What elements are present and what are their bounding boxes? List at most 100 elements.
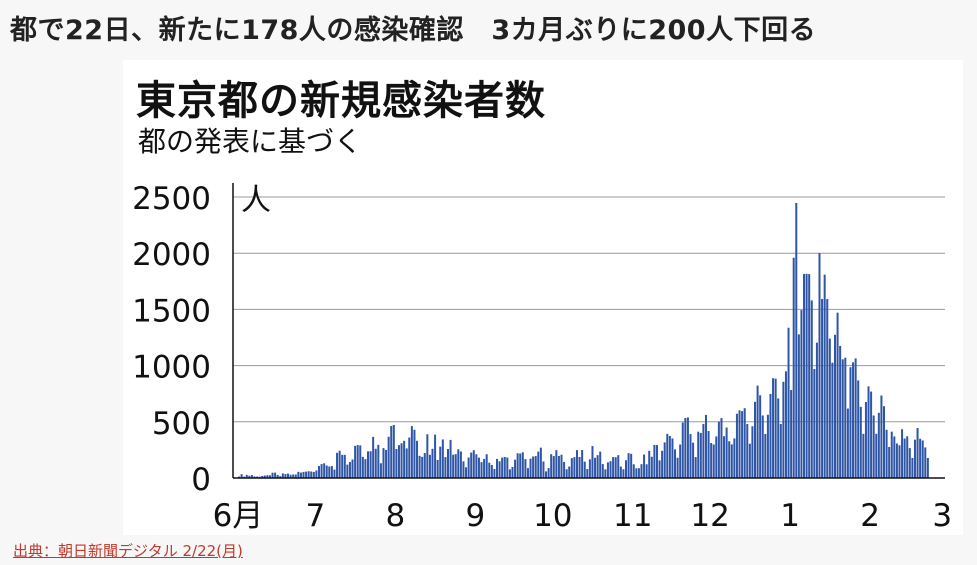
bar — [359, 445, 362, 478]
y-tick-label: 1500 — [132, 293, 211, 329]
bar — [792, 257, 795, 478]
bar — [702, 423, 705, 478]
bar — [810, 300, 813, 478]
bar — [877, 412, 880, 478]
bar — [852, 362, 855, 478]
bar — [751, 426, 754, 478]
bar — [733, 438, 736, 478]
bar — [795, 202, 798, 478]
bar — [648, 450, 651, 478]
bar — [315, 470, 318, 478]
bar — [354, 445, 357, 478]
bar — [916, 427, 919, 478]
bar — [563, 461, 566, 478]
bar — [813, 368, 816, 478]
bar — [374, 448, 377, 478]
bar — [748, 443, 751, 478]
bar — [743, 408, 746, 478]
bar — [619, 466, 622, 478]
bar — [529, 458, 532, 478]
bar — [428, 454, 431, 478]
bar — [741, 411, 744, 478]
bar — [289, 474, 292, 478]
bar — [784, 371, 787, 478]
bar — [351, 459, 354, 478]
bar — [423, 453, 426, 478]
bar — [913, 439, 916, 478]
bar — [263, 475, 266, 478]
bar — [655, 445, 658, 478]
bar — [382, 448, 385, 478]
bar — [472, 450, 475, 478]
bar — [828, 338, 831, 478]
bar — [297, 471, 300, 478]
bar — [302, 471, 305, 478]
bar — [622, 469, 625, 478]
bar — [416, 440, 419, 478]
bar — [568, 466, 571, 478]
bar — [632, 464, 635, 478]
bar — [294, 474, 297, 478]
source-link[interactable]: 出典：朝日新聞デジタル 2/22(月) — [13, 542, 243, 560]
bar — [532, 456, 535, 478]
bar — [774, 378, 777, 478]
bar — [759, 395, 762, 478]
bar — [875, 433, 878, 478]
y-tick-label: 2000 — [132, 237, 211, 273]
y-tick-label: 1000 — [132, 350, 211, 386]
bar — [454, 454, 457, 478]
bar — [480, 462, 483, 478]
bar — [710, 443, 713, 478]
bar — [537, 451, 540, 478]
bar — [694, 457, 697, 478]
bar — [292, 474, 295, 478]
bar — [449, 439, 452, 478]
bar — [467, 457, 470, 478]
bar — [658, 460, 661, 478]
bar — [578, 456, 581, 478]
bar — [601, 464, 604, 478]
bar — [715, 436, 718, 478]
bar — [818, 253, 821, 478]
bar — [854, 358, 857, 478]
bar — [606, 462, 609, 478]
bar — [498, 461, 501, 478]
bar — [348, 461, 351, 478]
bar — [821, 298, 824, 478]
bar — [547, 468, 550, 478]
bar — [674, 449, 677, 478]
bar — [797, 334, 800, 478]
bar — [707, 431, 710, 478]
bar — [410, 426, 413, 478]
bar — [617, 455, 620, 478]
bar — [573, 457, 576, 478]
chart-figure: 東京都の新規感染者数 都の発表に基づく 0 500 1000 1500 2000 2500… — [123, 60, 963, 535]
bar — [261, 475, 264, 478]
bar — [439, 446, 442, 478]
bar — [779, 423, 782, 478]
bar — [457, 449, 460, 478]
bar — [826, 299, 829, 478]
bar — [405, 448, 408, 478]
bar — [681, 422, 684, 478]
bar — [485, 454, 488, 478]
bar — [728, 441, 731, 478]
bar — [279, 476, 282, 478]
bar — [565, 469, 568, 478]
axes — [232, 183, 945, 479]
bar — [883, 406, 886, 478]
bar — [514, 459, 517, 478]
bar — [330, 466, 333, 478]
x-tick-label: 3 — [932, 498, 952, 534]
bar — [862, 433, 865, 478]
bar — [583, 461, 586, 478]
bar — [692, 442, 695, 478]
bar — [880, 395, 883, 478]
bar — [325, 465, 328, 478]
x-tick-label: 6月 — [213, 498, 264, 534]
bar — [284, 474, 287, 478]
bar — [815, 342, 818, 478]
bar — [575, 450, 578, 478]
bar — [539, 447, 542, 478]
bar — [271, 472, 274, 478]
